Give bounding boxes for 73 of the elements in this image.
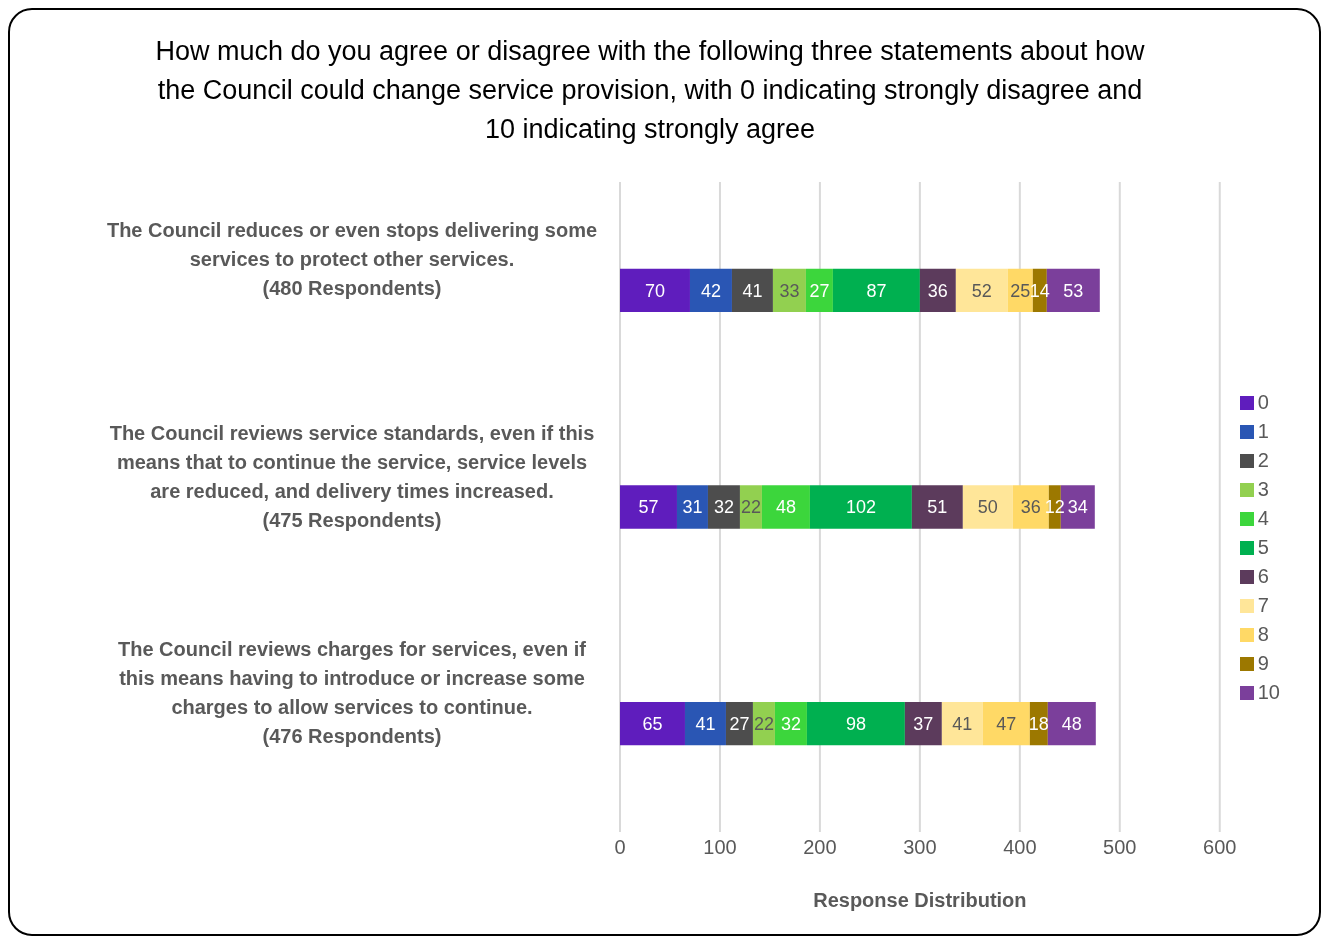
data-label: 32	[780, 714, 801, 735]
legend-label: 10	[1257, 680, 1280, 703]
legend-label: 9	[1257, 651, 1269, 674]
data-label: 36	[1020, 497, 1041, 518]
bar	[809, 485, 912, 529]
data-label: 33	[779, 280, 800, 301]
bar	[806, 702, 905, 746]
legend-label: 1	[1257, 419, 1269, 442]
y-tick-label: The Council reviews charges for services, even if this means having to introduce or increase some charges to allow services to continue. (476 Respondents)	[118, 638, 587, 748]
legend-label: 8	[1257, 622, 1269, 645]
bar	[707, 485, 740, 529]
bar	[620, 485, 677, 529]
data-label: 34	[1067, 497, 1088, 518]
data-label: 18	[1028, 714, 1049, 735]
bar	[941, 702, 983, 746]
bar	[684, 702, 726, 746]
y-tick-label: The Council reviews service standards, even if this means that to continue the service, service levels are reduced, and delivery times increased. (475 Respondents)	[109, 421, 595, 531]
data-label: 87	[866, 280, 887, 301]
data-label: 37	[913, 714, 934, 735]
legend-label: 5	[1257, 535, 1269, 558]
x-tick-label: 0	[614, 836, 626, 859]
bar	[761, 485, 810, 529]
data-label: 57	[638, 497, 659, 518]
data-label: 52	[971, 280, 992, 301]
data-label: 53	[1063, 280, 1084, 301]
data-label: 42	[700, 280, 721, 301]
data-label: 41	[952, 714, 973, 735]
bar	[620, 702, 685, 746]
data-label: 51	[927, 497, 948, 518]
data-label: 36	[927, 280, 948, 301]
data-label: 31	[682, 497, 703, 518]
bar	[955, 268, 1008, 312]
bar	[620, 268, 690, 312]
x-tick-label: 600	[1203, 836, 1237, 859]
legend-label: 3	[1257, 477, 1269, 500]
x-tick-label: 500	[1103, 836, 1137, 859]
x-tick-label: 300	[903, 836, 937, 859]
data-label: 98	[845, 714, 866, 735]
bar	[962, 485, 1013, 529]
legend-label: 7	[1257, 593, 1269, 616]
x-tick-label: 100	[703, 836, 737, 859]
data-label: 50	[977, 497, 998, 518]
bar	[676, 485, 708, 529]
bar	[904, 702, 942, 746]
bar	[982, 702, 1030, 746]
bar	[1047, 702, 1096, 746]
x-axis-title: Response Distribution	[813, 889, 1027, 911]
data-label: 27	[809, 280, 830, 301]
data-label: 48	[775, 497, 796, 518]
data-label: 41	[742, 280, 763, 301]
legend-label: 6	[1257, 564, 1269, 587]
x-tick-label: 200	[803, 836, 837, 859]
legend-label: 4	[1257, 506, 1269, 529]
bar	[689, 268, 732, 312]
data-label: 70	[644, 280, 665, 301]
data-label: 48	[1061, 714, 1082, 735]
bar	[731, 268, 773, 312]
data-label: 65	[642, 714, 663, 735]
legend-label: 0	[1257, 390, 1269, 413]
data-label: 41	[695, 714, 716, 735]
data-label: 27	[729, 714, 750, 735]
data-label: 102	[845, 497, 876, 518]
data-label: 22	[740, 497, 761, 518]
data-label: 47	[996, 714, 1017, 735]
bar	[911, 485, 963, 529]
legend-label: 2	[1257, 448, 1269, 471]
y-tick-label: The Council reduces or even stops delivering some services to protect other services. (480 Respondents)	[106, 219, 598, 300]
data-label: 22	[753, 714, 774, 735]
x-tick-label: 400	[1003, 836, 1037, 859]
chart-title: How much do you agree or disagree with the following three statements about how the Council could change service provision, with 0 indicating strongly disagree and 10 indicating strongly agree	[154, 35, 1146, 146]
data-label: 25	[1010, 280, 1031, 301]
data-label: 32	[713, 497, 734, 518]
bar	[832, 268, 920, 312]
